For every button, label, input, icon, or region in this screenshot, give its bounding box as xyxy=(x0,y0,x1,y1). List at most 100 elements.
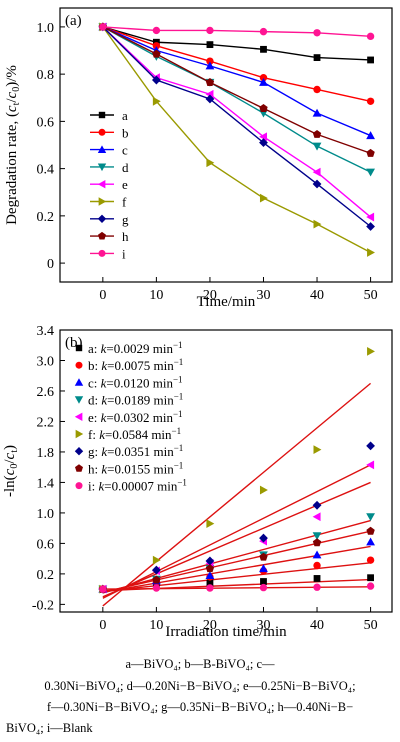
series-line-f xyxy=(102,26,371,254)
legend-marker-h xyxy=(98,231,106,240)
series-line-h xyxy=(102,26,371,154)
data-point-i xyxy=(259,27,268,36)
x-axis-label: Irradiation time/min xyxy=(165,624,287,640)
y-tick-label: 0.6 xyxy=(37,537,55,552)
data-point-f xyxy=(259,193,268,203)
data-point-b xyxy=(313,85,321,94)
data-point-i xyxy=(366,582,375,590)
x-tick-label: 50 xyxy=(364,618,378,633)
data-point-g xyxy=(366,441,375,451)
y-tick-label: 2.6 xyxy=(37,385,55,400)
data-point-c xyxy=(205,571,215,579)
legend-marker-a xyxy=(75,344,83,352)
y-tick-label: 0.8 xyxy=(37,68,55,83)
data-point-h xyxy=(312,538,322,547)
y-tick-label: 0.2 xyxy=(37,568,55,583)
data-point-g xyxy=(205,94,215,104)
y-tick-label: 3.0 xyxy=(37,354,55,369)
fit-line-h xyxy=(102,530,371,593)
x-tick-label: 10 xyxy=(149,618,163,633)
data-point-a xyxy=(260,578,267,585)
data-point-g xyxy=(312,179,322,189)
caption-line-4: BiVO₄; i—Blank xyxy=(6,721,93,735)
data-point-h xyxy=(205,564,215,573)
y-tick-label: 1.8 xyxy=(37,446,55,461)
fit-line-c xyxy=(102,545,371,593)
data-point-g xyxy=(205,556,215,566)
data-point-c xyxy=(366,131,375,140)
legend-marker-f xyxy=(75,429,84,439)
data-point-g xyxy=(312,500,322,510)
series-line-c xyxy=(102,26,371,137)
legend-marker-c xyxy=(97,145,107,153)
legend-label-b: b: k=0.0075 min−1 xyxy=(88,357,183,373)
data-point-b xyxy=(206,57,214,65)
y-tick-label: 2.2 xyxy=(37,415,55,430)
data-point-g xyxy=(151,565,161,575)
data-point-i xyxy=(313,29,321,37)
data-point-h xyxy=(152,49,161,58)
data-point-f xyxy=(152,555,161,565)
x-tick-label: 0 xyxy=(99,288,106,303)
y-tick-label: 0.4 xyxy=(37,163,55,178)
plot-frame xyxy=(59,7,393,283)
x-tick-label: 20 xyxy=(203,288,217,303)
data-point-f xyxy=(367,248,375,257)
legend-marker-b xyxy=(75,361,83,369)
series-line-g xyxy=(102,26,372,228)
plot-frame xyxy=(59,329,393,613)
caption-line-3: f—0.30Ni−B−BiVO₄; g—0.35Ni−B−BiVO₄; h—0.… xyxy=(46,700,354,714)
y-axis-label: -ln(c0/ct) xyxy=(2,445,20,497)
data-point-i xyxy=(152,26,161,35)
fit-line-f xyxy=(102,382,372,607)
fit-line-d xyxy=(102,519,371,594)
legend-marker-d xyxy=(97,163,107,172)
legend-marker-i xyxy=(75,482,83,490)
data-point-h xyxy=(152,575,161,584)
series-line-e xyxy=(102,26,372,218)
data-point-a xyxy=(367,574,374,582)
data-point-i xyxy=(99,585,107,593)
x-tick-label: 30 xyxy=(256,288,270,303)
data-point-e xyxy=(259,132,267,142)
y-axis-label: Degradation rate, (ct/c0)/% xyxy=(4,65,22,225)
data-point-e xyxy=(312,167,321,177)
legend-marker-h xyxy=(75,464,83,472)
legend-label-c: c xyxy=(122,143,128,158)
chart-panel-b: 0 10 20 30 40 50 -0.2 0.2 0.6 1.0 1.4 1.8 2.2 2.6 3.0 3… xyxy=(2,324,393,640)
data-point-b xyxy=(313,561,321,570)
y-tick-label: 0 xyxy=(47,257,54,272)
legend-label-h: h xyxy=(122,229,129,244)
legend-label-h: h: k=0.0155 min−1 xyxy=(88,460,183,476)
x-tick-label: 40 xyxy=(310,618,324,633)
data-point-b xyxy=(152,42,161,50)
legend-marker-g xyxy=(74,447,84,456)
legend-marker-b xyxy=(98,128,106,136)
y-tick-label: 1.4 xyxy=(37,476,55,491)
data-point-h xyxy=(366,526,375,535)
legend-label-a: a: k=0.0029 min−1 xyxy=(88,340,183,356)
legend-marker-g xyxy=(97,214,107,223)
data-point-i xyxy=(259,583,268,592)
data-point-h xyxy=(366,148,375,157)
legend-label-d: d xyxy=(122,160,129,175)
x-tick-label: 50 xyxy=(364,288,378,303)
series-line-a xyxy=(102,26,371,61)
y-tick-label: 0.6 xyxy=(37,115,55,130)
legend-label-g: g xyxy=(122,212,129,227)
legend-label-f: f xyxy=(122,195,127,210)
legend-marker-d xyxy=(74,396,84,404)
series-line-d xyxy=(102,26,371,173)
data-point-f xyxy=(206,519,215,528)
data-point-d xyxy=(312,532,322,541)
data-point-i xyxy=(206,584,214,592)
caption-line-1: a—BiVO₄; b—B-BiVO₄; c— xyxy=(125,657,275,671)
data-point-b xyxy=(366,556,375,564)
data-point-f xyxy=(367,346,375,356)
data-point-b xyxy=(366,97,375,106)
x-tick-label: 40 xyxy=(310,288,324,303)
fit-line-g xyxy=(102,464,371,599)
data-point-f xyxy=(206,158,215,168)
data-point-f xyxy=(313,445,322,455)
